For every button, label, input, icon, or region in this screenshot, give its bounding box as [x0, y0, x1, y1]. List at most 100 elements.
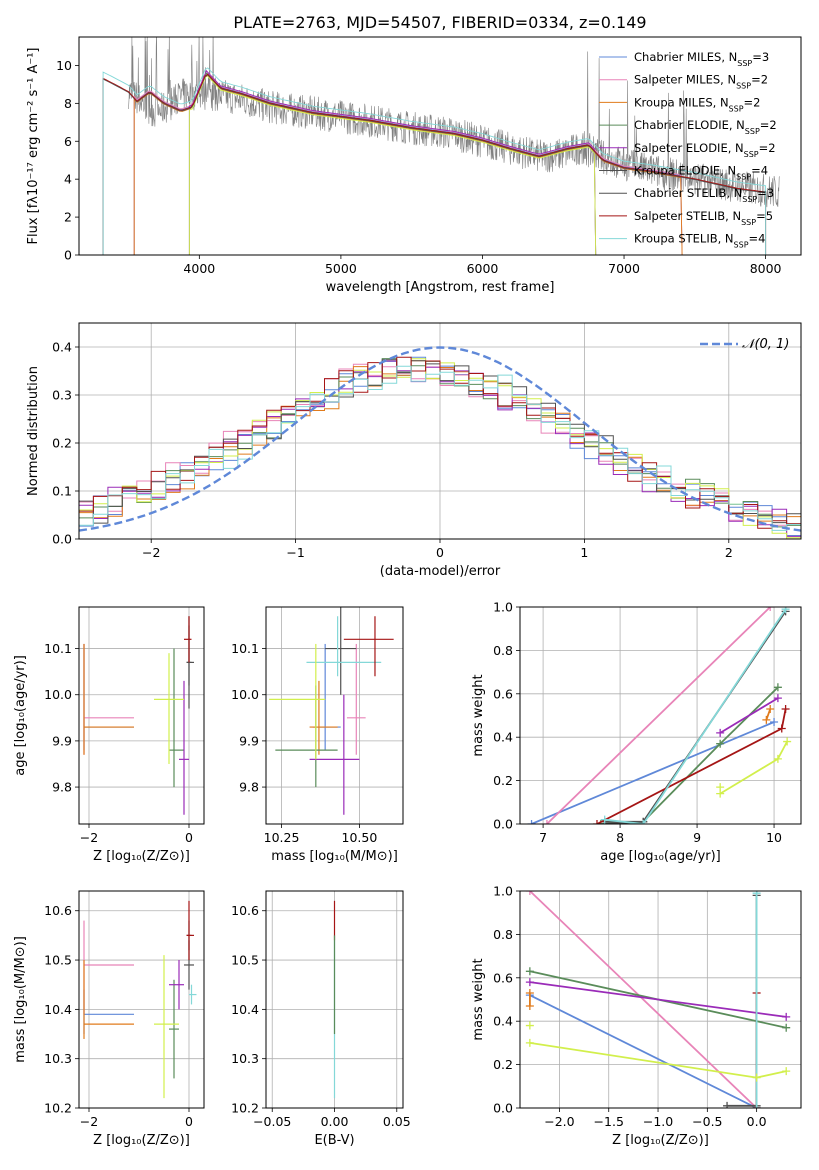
tick-label: 9.8: [52, 780, 72, 795]
tick-label: 10.6: [231, 903, 259, 918]
tick-label: 9: [693, 830, 701, 845]
weight-marker: [766, 704, 775, 713]
tick-label: 0.3: [52, 388, 72, 403]
weight-marker: [781, 607, 790, 614]
weight-marker: [782, 1012, 791, 1021]
weight-line: [529, 981, 787, 1018]
weight-line: [604, 608, 787, 824]
tick-label: 7000: [608, 261, 640, 276]
legend-suffix: =2: [744, 95, 761, 109]
axis-label: (data-model)/error: [380, 564, 501, 579]
weight-marker: [525, 967, 534, 976]
model-spectrum: [102, 73, 767, 255]
axes-frame: [265, 606, 404, 825]
legend-label: Salpeter MILES, NSSP=2: [634, 73, 768, 91]
tick-label: 1.0: [493, 884, 513, 899]
tick-label: 0: [185, 830, 193, 845]
tick-label: 4: [64, 172, 72, 187]
weight-marker: [525, 1002, 534, 1011]
weight-marker: [752, 891, 761, 898]
tick-label: 6: [64, 134, 72, 149]
legend-label: Salpeter ELODIE, NSSP=2: [634, 141, 776, 159]
legend-suffix: =2: [759, 141, 776, 155]
tick-label: 8: [64, 96, 72, 111]
legend-label: Chabrier STELIB, NSSP=3: [634, 186, 774, 204]
tick-label: 0.8: [493, 927, 513, 942]
tick-label: 9.9: [52, 733, 72, 748]
weight-line: [529, 994, 758, 1108]
tick-label: 10.1: [44, 641, 72, 656]
tick-label: 2: [64, 210, 72, 225]
tick-label: 6000: [467, 261, 499, 276]
weight-line: [531, 721, 775, 824]
tick-label: 7: [539, 830, 547, 845]
legend-label: Salpeter STELIB, NSSP=5: [634, 209, 773, 227]
tick-label: 0: [436, 545, 444, 560]
axis-label: age [log₁₀(age/yr)]: [600, 849, 721, 864]
tick-label: 10.0: [44, 687, 72, 702]
axes-frame: [519, 890, 802, 1109]
legend-label: Kroupa STELIB, NSSP=4: [634, 232, 765, 250]
tick-label: 10.5: [231, 953, 259, 968]
tick-label: −1.5: [594, 1114, 624, 1129]
weight-line: [604, 610, 787, 824]
weight-marker: [525, 988, 534, 997]
tick-label: 0.4: [493, 1014, 513, 1029]
tick-label: 0.2: [52, 436, 72, 451]
axes-frame: [519, 606, 802, 825]
axis-label: E(B-V): [314, 1133, 354, 1148]
legend-label: Chabrier MILES, NSSP=3: [634, 50, 769, 68]
tick-label: 5000: [325, 261, 357, 276]
axis-label: Z [log₁₀(Z/Z⊙)]: [93, 1133, 190, 1148]
axis-label: mass [log₁₀(M/M⊙)]: [13, 936, 28, 1063]
tick-label: 9.8: [239, 780, 259, 795]
weight-marker: [773, 683, 782, 692]
errorbar-plot: [83, 900, 197, 1099]
weight-marker: [639, 820, 648, 824]
tick-label: −2: [80, 830, 98, 845]
legend-label: 𝒩(0, 1): [742, 337, 789, 352]
legend-sub: SSP: [742, 195, 757, 204]
figure-title: PLATE=2763, MJD=54507, FIBERID=0334, z=0…: [233, 13, 646, 32]
weight-marker: [525, 1021, 534, 1030]
weight-marker: [716, 739, 725, 748]
weight-line: [546, 607, 771, 824]
tick-label: 10.1: [231, 641, 259, 656]
legend-sub: SSP: [744, 149, 759, 158]
axis-label: age [log₁₀(age/yr)]: [13, 655, 28, 776]
legend-label: Kroupa MILES, NSSP=2: [634, 95, 760, 113]
axes-frame: [78, 322, 802, 540]
tick-label: 9.9: [239, 733, 259, 748]
weight-marker: [770, 718, 779, 727]
axis-label: wavelength [Angstrom, rest frame]: [326, 280, 555, 295]
tick-label: 10.50: [342, 830, 378, 845]
histogram-series: [79, 365, 801, 531]
tick-label: 0.00: [321, 1114, 349, 1129]
tick-label: 0.05: [383, 1114, 411, 1129]
tick-label: −1: [286, 545, 304, 560]
tick-label: 0: [185, 1114, 193, 1129]
weight-line: [596, 708, 787, 824]
hist-plot: [79, 346, 801, 539]
tick-label: 10.2: [44, 1101, 72, 1116]
tick-label: 0.6: [493, 970, 513, 985]
axis-label: Flux [fλ10⁻¹⁷ erg cm⁻² s⁻¹ A⁻¹]: [26, 48, 41, 245]
weight-marker: [762, 715, 771, 724]
tick-label: 0.4: [52, 340, 72, 355]
tick-label: 8000: [750, 261, 782, 276]
tick-label: 0.1: [52, 484, 72, 499]
weight-marker: [527, 820, 536, 824]
weight-marker: [600, 815, 609, 824]
legend-sub: SSP: [737, 59, 752, 68]
legend-label: Kroupa ELODIE, NSSP=4: [634, 164, 768, 182]
tick-label: 10.5: [44, 953, 72, 968]
weight-plot: [525, 891, 791, 1108]
weight-line: [529, 891, 758, 1108]
tick-label: −2.0: [544, 1114, 574, 1129]
tick-label: −1.0: [643, 1114, 673, 1129]
tick-label: 10.3: [231, 1051, 259, 1066]
weight-marker: [592, 820, 601, 824]
tick-label: −0.5: [692, 1114, 722, 1129]
legend-sub: SSP: [734, 240, 749, 249]
